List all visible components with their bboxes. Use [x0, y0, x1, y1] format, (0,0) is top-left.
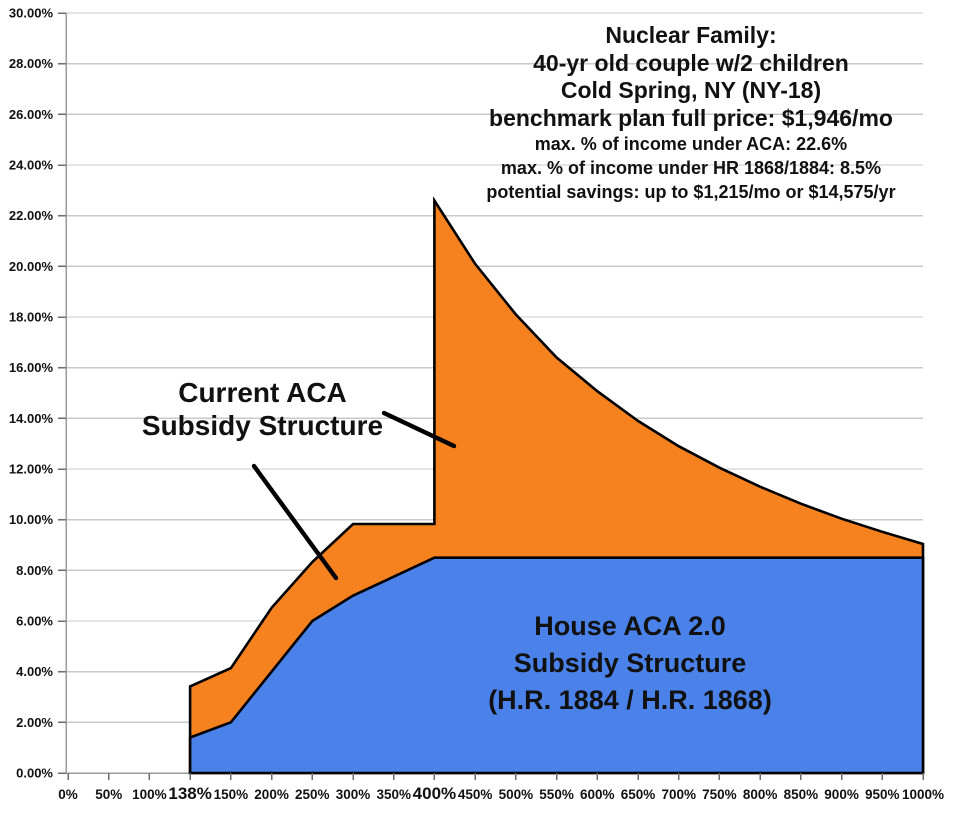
x-axis-tick-label: 950% — [865, 787, 900, 802]
house-aca-area-label: House ACA 2.0 Subsidy Structure (H.R. 18… — [448, 608, 812, 719]
house-aca-area-label-line: House ACA 2.0 — [534, 611, 726, 641]
y-axis-tick-label: 20.00% — [9, 259, 54, 274]
y-axis-tick-label: 14.00% — [9, 411, 54, 426]
x-axis-tick-label: 450% — [458, 787, 493, 802]
x-axis-tick-label: 750% — [702, 787, 737, 802]
x-axis-tick-label: 50% — [95, 787, 122, 802]
y-axis-tick-label: 26.00% — [9, 107, 54, 122]
x-axis-tick-label: 850% — [784, 787, 819, 802]
annotation-line: max. % of income under ACA: 22.6% — [534, 134, 848, 154]
annotation-line: potential savings: up to $1,215/mo or $1… — [486, 182, 896, 202]
y-axis-tick-label: 30.00% — [9, 6, 54, 21]
y-axis-tick-label: 4.00% — [16, 664, 53, 679]
y-axis-tick-label: 18.00% — [9, 310, 54, 325]
current-aca-pointer-line — [251, 463, 339, 581]
x-axis-tick-label: 600% — [580, 787, 615, 802]
current-aca-area-label: Current ACA Subsidy Structure — [105, 376, 420, 442]
y-axis-tick-label: 10.00% — [9, 512, 54, 527]
x-axis-tick-label: 400% — [413, 784, 456, 803]
x-axis-tick-label: 200% — [254, 787, 289, 802]
x-axis-tick-label: 300% — [336, 787, 371, 802]
x-axis-tick-label: 650% — [621, 787, 656, 802]
y-axis-tick-label: 12.00% — [9, 462, 54, 477]
current-aca-pointer-line — [381, 410, 457, 449]
y-axis-tick-label: 28.00% — [9, 56, 54, 71]
y-axis-tick-label: 6.00% — [16, 614, 53, 629]
x-axis-tick-label: 100% — [132, 787, 167, 802]
annotation-line: max. % of income under HR 1868/1884: 8.5… — [500, 158, 882, 178]
x-axis-tick-label: 350% — [376, 787, 411, 802]
house-aca-area-label-line: (H.R. 1884 / H.R. 1868) — [488, 685, 772, 715]
annotation-line: 40-yr old couple w/2 children — [533, 49, 849, 76]
x-axis-tick-label: 700% — [661, 787, 696, 802]
y-axis-tick-label: 0.00% — [16, 766, 53, 781]
x-axis-tick-label: 550% — [539, 787, 574, 802]
x-axis-tick-label: 250% — [295, 787, 330, 802]
x-axis-tick-label: 800% — [743, 787, 778, 802]
annotation-line: benchmark plan full price: $1,946/mo — [489, 104, 893, 131]
house-aca-area-label-line: Subsidy Structure — [513, 648, 747, 678]
chart-annotation: Nuclear Family: 40-yr old couple w/2 chi… — [432, 22, 950, 204]
y-axis-tick-label: 2.00% — [16, 715, 53, 730]
x-axis-tick-label: 150% — [214, 787, 249, 802]
y-axis-tick-label: 24.00% — [9, 158, 54, 173]
current-aca-area-label-line: Subsidy Structure — [141, 410, 384, 441]
y-axis-tick-label: 8.00% — [16, 563, 53, 578]
annotation-line: Nuclear Family: — [605, 22, 777, 48]
x-axis-tick-label: 138% — [168, 784, 211, 803]
x-axis-tick-label: 1000% — [902, 787, 944, 802]
house-aca-area — [188, 556, 925, 775]
x-axis-tick-label: 500% — [499, 787, 534, 802]
current-aca-area-label-line: Current ACA — [178, 377, 347, 408]
y-axis-tick-label: 16.00% — [9, 360, 54, 375]
y-axis-tick-label: 22.00% — [9, 208, 54, 223]
annotation-line: Cold Spring, NY (NY-18) — [560, 77, 822, 103]
x-axis-tick-label: 900% — [824, 787, 859, 802]
x-axis-tick-label: 0% — [58, 787, 78, 802]
